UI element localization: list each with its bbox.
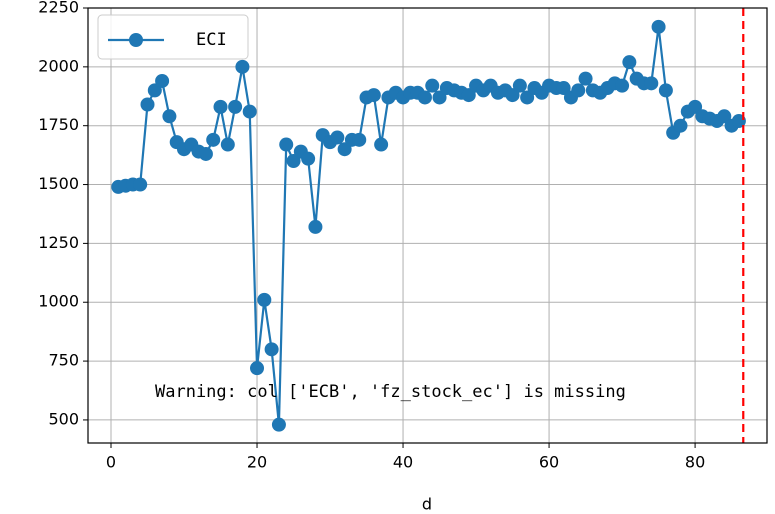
- legend-marker: [129, 33, 143, 47]
- point: [279, 137, 294, 152]
- point: [155, 73, 170, 88]
- point: [301, 151, 316, 166]
- point: [250, 361, 265, 376]
- x-tick-label: 80: [685, 453, 705, 472]
- point: [242, 104, 257, 119]
- y-tick-label: 2250: [38, 0, 79, 17]
- point: [520, 90, 535, 105]
- point: [220, 137, 235, 152]
- plot-area: [111, 8, 746, 443]
- point: [140, 97, 155, 112]
- axes-frame: [87, 7, 768, 444]
- point: [512, 78, 527, 93]
- y-tick-label: 500: [48, 409, 79, 428]
- point: [717, 109, 732, 124]
- annotation: Warning: col ['ECB', 'fz_stock_ec'] is m…: [155, 382, 626, 402]
- point: [374, 137, 389, 152]
- point: [264, 342, 279, 357]
- point: [206, 132, 221, 147]
- x-axis-label: d: [422, 495, 432, 514]
- point: [286, 154, 301, 169]
- x-tick-label: 60: [539, 453, 559, 472]
- y-tick-label: 2000: [38, 56, 79, 75]
- point: [352, 132, 367, 147]
- point: [578, 71, 593, 86]
- x-tick-label: 0: [106, 453, 116, 472]
- y-tick-label: 1750: [38, 115, 79, 134]
- point: [198, 146, 213, 161]
- legend-label: ECI: [196, 30, 227, 50]
- point: [213, 99, 228, 114]
- point: [133, 177, 148, 192]
- legend-box: [97, 14, 249, 60]
- point: [147, 83, 162, 98]
- point: [505, 88, 520, 103]
- y-tick-label: 1000: [38, 292, 79, 311]
- point: [271, 417, 286, 432]
- point: [461, 88, 476, 103]
- point: [673, 118, 688, 133]
- point: [308, 219, 323, 234]
- point: [235, 59, 250, 74]
- point: [556, 81, 571, 96]
- point: [228, 99, 243, 114]
- point: [257, 292, 272, 307]
- y-tick-label: 1250: [38, 233, 79, 252]
- y-tick-label: 1500: [38, 174, 79, 193]
- point: [366, 88, 381, 103]
- point: [432, 90, 447, 105]
- point: [644, 76, 659, 91]
- y-tick-label: 750: [48, 351, 79, 370]
- point: [330, 130, 345, 145]
- point: [622, 55, 637, 70]
- point: [162, 109, 177, 124]
- point: [688, 99, 703, 114]
- point: [337, 142, 352, 157]
- point: [651, 19, 666, 34]
- x-tick-label: 20: [247, 453, 267, 472]
- point: [615, 78, 630, 93]
- point: [417, 90, 432, 105]
- point: [571, 83, 586, 98]
- point: [658, 83, 673, 98]
- point: [425, 78, 440, 93]
- x-tick-label: 40: [393, 453, 413, 472]
